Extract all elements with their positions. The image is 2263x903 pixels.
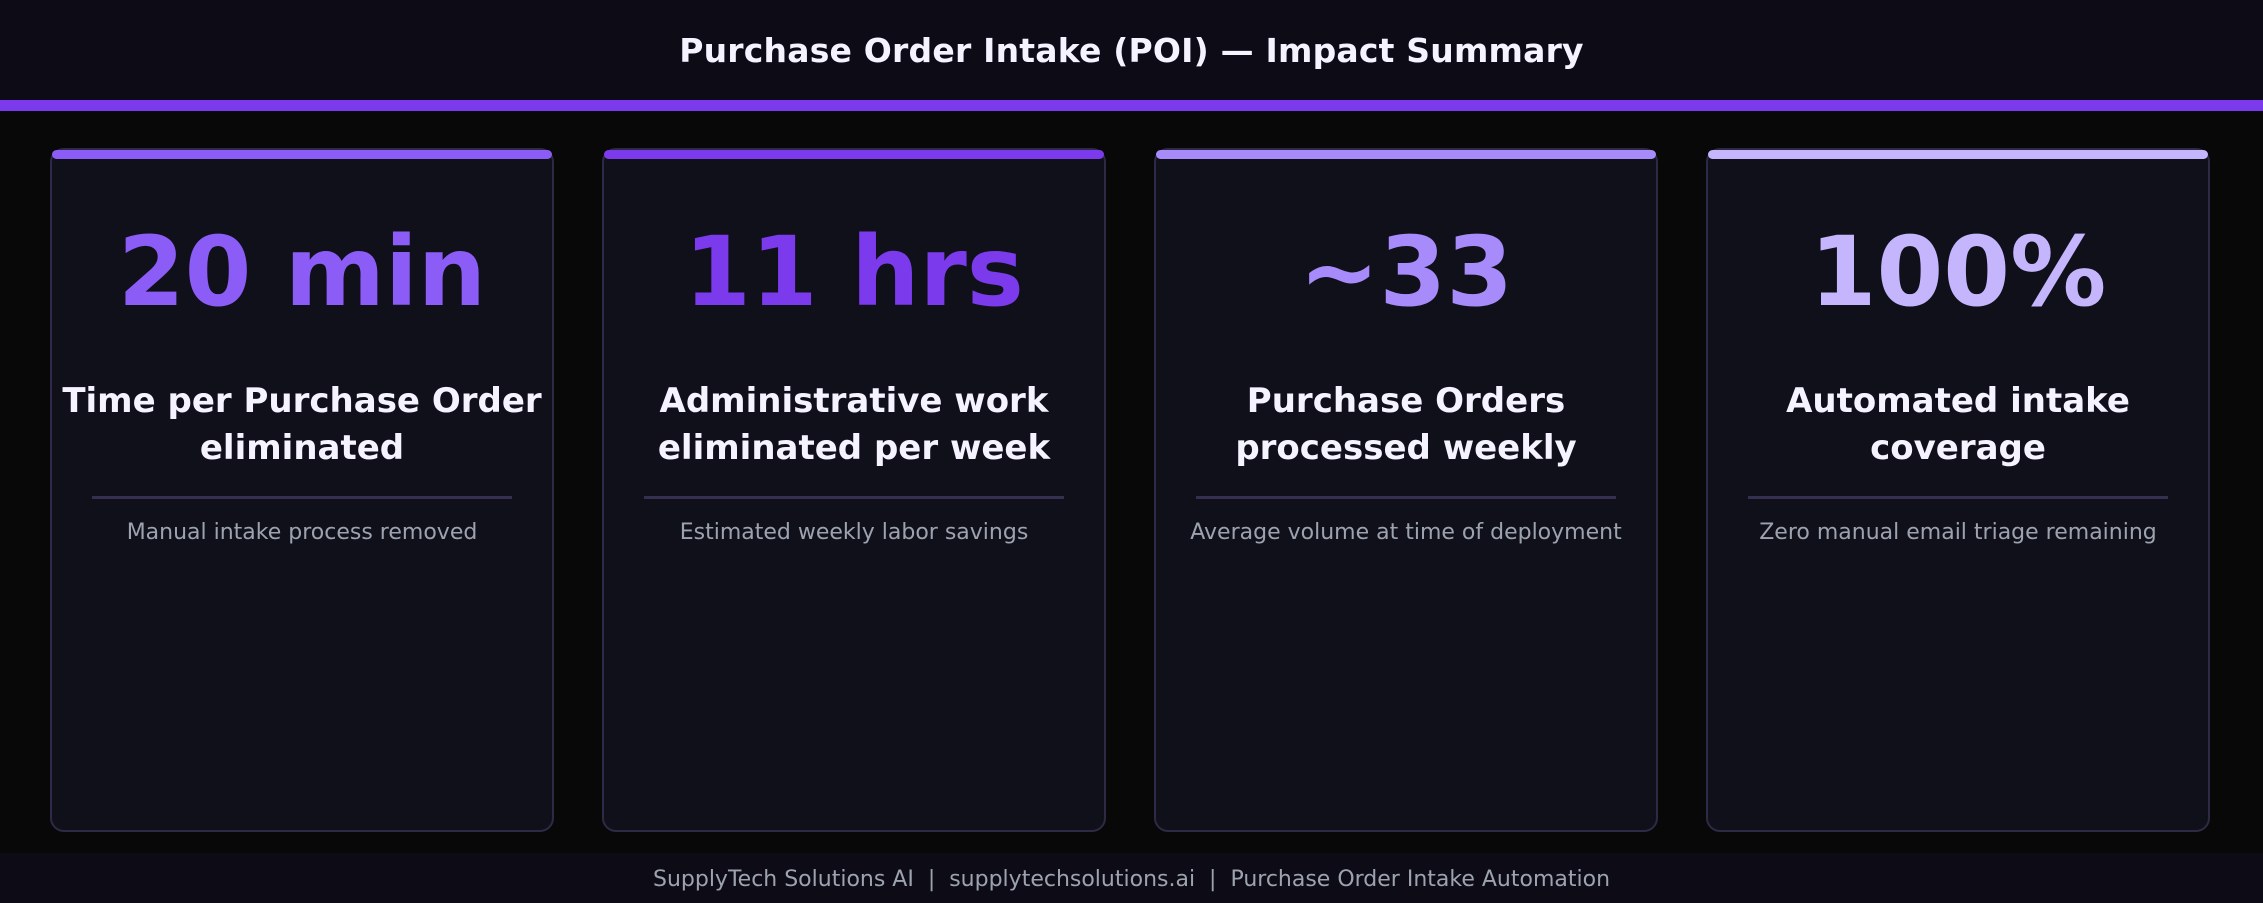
metric-label: Purchase Orders processed weekly — [1235, 381, 1577, 468]
header-accent-rule — [0, 100, 2263, 111]
metric-label: Automated intake coverage — [1786, 381, 2130, 468]
metric-subtext: Zero manual email triage remaining — [1759, 520, 2157, 545]
metric-subtext: Estimated weekly labor savings — [679, 520, 1029, 545]
metric-value: 11 hrs — [684, 216, 1024, 328]
card-divider — [644, 496, 1064, 499]
metric-value: 20 min — [117, 216, 487, 328]
header-bar: Purchase Order Intake (POI) — Impact Sum… — [0, 0, 2263, 100]
metric-card-po-volume: ~33 Purchase Orders processed weekly Ave… — [1154, 148, 1658, 832]
metric-value: ~33 — [1298, 216, 1514, 328]
footer-text: SupplyTech Solutions AI | supplytechsolu… — [652, 867, 1611, 892]
card-divider — [1748, 496, 2168, 499]
card-accent-bar — [604, 150, 1104, 159]
card-divider — [92, 496, 512, 499]
page-title: Purchase Order Intake (POI) — Impact Sum… — [679, 31, 1584, 70]
metric-value: 100% — [1809, 216, 2107, 328]
card-divider — [1196, 496, 1616, 499]
card-accent-bar — [1156, 150, 1656, 159]
metric-subtext: Average volume at time of deployment — [1190, 520, 1622, 545]
metric-label: Time per Purchase Order eliminated — [62, 381, 542, 468]
metric-card-admin-work: 11 hrs Administrative work eliminated pe… — [602, 148, 1106, 832]
metric-label: Administrative work eliminated per week — [657, 381, 1051, 468]
card-accent-bar — [52, 150, 552, 159]
metric-card-automation-coverage: 100% Automated intake coverage Zero manu… — [1706, 148, 2210, 832]
card-accent-bar — [1708, 150, 2208, 159]
metric-subtext: Manual intake process removed — [126, 520, 478, 545]
metric-card-time-per-po: 20 min Time per Purchase Order eliminate… — [50, 148, 554, 832]
footer-bar: SupplyTech Solutions AI | supplytechsolu… — [0, 853, 2263, 903]
